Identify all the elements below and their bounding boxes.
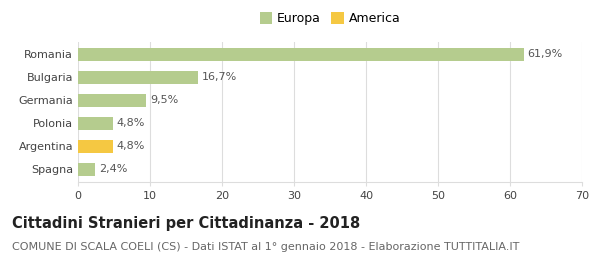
Bar (78, 94, 146, 107)
Text: 9,5%: 9,5% (150, 95, 178, 105)
Legend: Europa, America: Europa, America (256, 9, 404, 29)
Text: 2,4%: 2,4% (99, 164, 127, 174)
Bar (78, 71, 198, 84)
Text: 4,8%: 4,8% (116, 118, 145, 128)
Text: 61,9%: 61,9% (527, 49, 563, 59)
Bar (78, 140, 113, 153)
Text: COMUNE DI SCALA COELI (CS) - Dati ISTAT al 1° gennaio 2018 - Elaborazione TUTTIT: COMUNE DI SCALA COELI (CS) - Dati ISTAT … (12, 242, 520, 252)
Text: 16,7%: 16,7% (202, 72, 237, 82)
Text: 4,8%: 4,8% (116, 141, 145, 151)
Bar (78, 163, 95, 176)
Bar (78, 117, 113, 130)
Bar (78, 48, 524, 61)
Text: Cittadini Stranieri per Cittadinanza - 2018: Cittadini Stranieri per Cittadinanza - 2… (12, 216, 360, 231)
